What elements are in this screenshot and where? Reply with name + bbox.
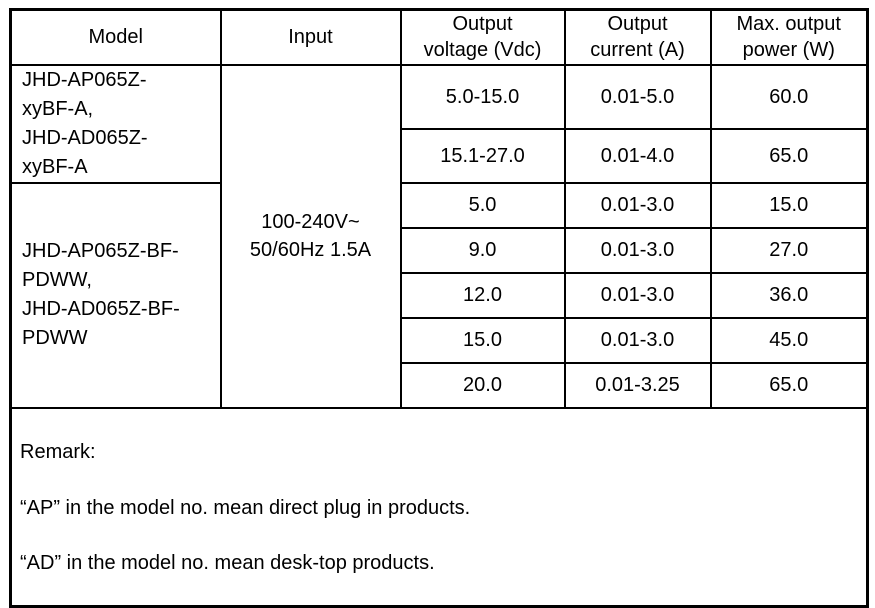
current-cell: 0.01-3.0 (563, 271, 712, 319)
current-cell: 0.01-5.0 (563, 63, 712, 131)
remark-line-ap: “AP” in the model no. mean direct plug i… (20, 496, 471, 519)
col-header-input: Input (219, 8, 402, 66)
power-cell: 15.0 (709, 181, 869, 229)
col-header-model: Model (9, 8, 222, 66)
voltage-cell: 9.0 (399, 226, 566, 274)
model-cell-group1: JHD-AP065Z- xyBF-A, JHD-AD065Z- xyBF-A (9, 63, 222, 184)
voltage-cell: 15.0 (399, 316, 566, 364)
current-cell: 0.01-3.0 (563, 181, 712, 229)
current-cell: 0.01-3.0 (563, 316, 712, 364)
power-cell: 36.0 (709, 271, 869, 319)
power-cell: 65.0 (709, 361, 869, 409)
table-row: 20.0 0.01-3.25 65.0 (11, 361, 869, 409)
voltage-cell: 20.0 (399, 361, 566, 409)
page: Model Input Output voltage (Vdc) Output … (9, 8, 869, 608)
remark-cell: Remark: “AP” in the model no. mean direc… (9, 406, 869, 608)
table-row: 15.0 0.01-3.0 45.0 (11, 316, 869, 364)
power-cell: 60.0 (709, 63, 869, 131)
remark-line-ad: “AD” in the model no. mean desk-top prod… (20, 551, 435, 574)
power-cell: 45.0 (709, 316, 869, 364)
spec-table: Model Input Output voltage (Vdc) Output … (9, 8, 869, 608)
model-cell-group2: JHD-AP065Z-BF- PDWW, JHD-AD065Z-BF- PDWW (9, 181, 222, 409)
voltage-cell: 5.0 (399, 181, 566, 229)
current-cell: 0.01-3.25 (563, 361, 712, 409)
voltage-cell: 15.1-27.0 (399, 128, 566, 184)
table-row: 15.1-27.0 0.01-4.0 65.0 (11, 128, 869, 184)
input-cell: 100-240V~ 50/60Hz 1.5A (219, 63, 402, 409)
col-header-max-output-power: Max. output power (W) (709, 8, 869, 66)
col-header-output-voltage: Output voltage (Vdc) (399, 8, 566, 66)
voltage-cell: 5.0-15.0 (399, 63, 566, 131)
current-cell: 0.01-3.0 (563, 226, 712, 274)
remark-row: Remark: “AP” in the model no. mean direc… (9, 406, 869, 608)
current-cell: 0.01-4.0 (563, 128, 712, 184)
header-row: Model Input Output voltage (Vdc) Output … (9, 8, 869, 66)
col-header-output-current: Output current (A) (563, 8, 712, 66)
table-row: 12.0 0.01-3.0 36.0 (11, 271, 869, 319)
table-row: JHD-AP065Z-BF- PDWW, JHD-AD065Z-BF- PDWW… (9, 181, 869, 409)
table-row: 9.0 0.01-3.0 27.0 (11, 226, 869, 274)
power-cell: 65.0 (709, 128, 869, 184)
voltage-cell: 12.0 (399, 271, 566, 319)
remark-title: Remark: (20, 441, 96, 464)
table-row: JHD-AP065Z- xyBF-A, JHD-AD065Z- xyBF-A 1… (9, 63, 869, 409)
power-cell: 27.0 (709, 226, 869, 274)
